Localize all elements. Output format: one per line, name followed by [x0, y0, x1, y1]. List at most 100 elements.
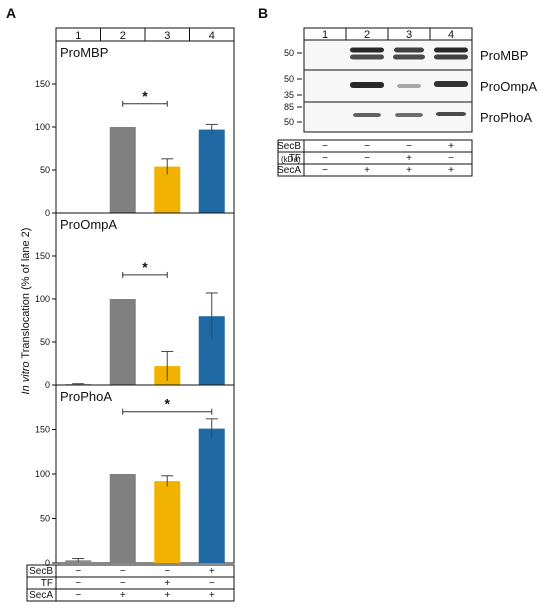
a-condition-value: + — [164, 590, 170, 601]
blot-proompa: 50 35 ProOmpA — [284, 69, 537, 103]
blot-protein-label: ProPhoA — [480, 110, 532, 125]
a-condition-label-seca: SecA — [29, 590, 53, 601]
b-condition-value: + — [364, 165, 370, 176]
band-lane-4 — [434, 81, 468, 87]
bar-lane-2 — [109, 127, 136, 213]
band-lane-3 — [395, 113, 423, 117]
chart-proompa: ProOmpA 0 50 100 150 * — [35, 212, 235, 390]
lane-number-3: 3 — [164, 30, 170, 42]
b-condition-value: − — [364, 141, 370, 152]
panel-a-conditions-table: SecB − − − +TF − − + −SecA − + + + — [26, 564, 235, 602]
b-condition-label-secb: SecB — [277, 141, 301, 152]
a-condition-label-tf: TF — [41, 578, 53, 589]
lane-number-4: 4 — [448, 29, 454, 41]
band-lane-4 — [436, 112, 466, 116]
kda-marker-label: 35 — [284, 90, 294, 100]
chart-prombp: ProMBP 0 50 100 150 * — [35, 40, 235, 218]
a-condition-value: − — [75, 590, 81, 601]
a-condition-value: + — [164, 578, 170, 589]
lane-number-1: 1 — [75, 30, 81, 42]
panel-a-letter: A — [6, 5, 16, 21]
y-tick-label: 0 — [45, 208, 50, 218]
bar-lane-3 — [154, 481, 181, 563]
band-lane-4 — [434, 47, 468, 53]
kda-marker-label: 50 — [284, 117, 294, 127]
blot-protein-label: ProOmpA — [480, 79, 537, 94]
condition-table-frame — [277, 139, 473, 177]
y-tick-label: 50 — [40, 165, 50, 175]
blot-frame — [303, 101, 473, 133]
a-condition-value: + — [120, 590, 126, 601]
y-tick-label: 0 — [45, 380, 50, 390]
y-tick-label: 100 — [35, 122, 50, 132]
significance-star: * — [142, 88, 148, 104]
b-condition-value: − — [448, 153, 454, 164]
a-condition-value: − — [209, 578, 215, 589]
blot-prophoa: 85 50 ProPhoA — [284, 101, 532, 133]
band-lane-2 — [350, 47, 384, 53]
significance-star: * — [142, 259, 148, 275]
condition-table-frame — [26, 564, 235, 602]
band-lane-3 — [394, 47, 424, 53]
band-lane-2 — [350, 54, 384, 60]
bar-lane-2 — [109, 299, 136, 385]
panel-b-conditions-table: SecB − − − +TF − − + −SecA − + + + — [277, 139, 473, 177]
kda-marker-label: 50 — [284, 48, 294, 58]
a-condition-label-secb: SecB — [29, 566, 53, 577]
y-tick-label: 150 — [35, 425, 50, 435]
y-axis-label-italic: In vitro — [20, 361, 32, 394]
y-tick-label: 0 — [45, 558, 50, 568]
band-lane-2 — [350, 82, 384, 88]
lane-number-4: 4 — [209, 30, 215, 42]
y-tick-label: 150 — [35, 79, 50, 89]
chart-title: ProMBP — [60, 45, 108, 60]
panel-a-lane-header: 1 2 3 4 — [55, 27, 235, 42]
b-condition-value: − — [322, 153, 328, 164]
kda-marker-label: 50 — [284, 74, 294, 84]
b-condition-value: + — [406, 165, 412, 176]
b-condition-label-seca: SecA — [277, 165, 301, 176]
band-lane-2 — [353, 113, 381, 117]
a-condition-value: + — [209, 566, 215, 577]
b-condition-value: + — [448, 141, 454, 152]
b-condition-value: − — [322, 165, 328, 176]
band-lane-3 — [397, 84, 421, 88]
b-condition-label-tf: TF — [289, 153, 301, 164]
y-tick-label: 50 — [40, 337, 50, 347]
kda-unit-label: (kDa) — [281, 155, 301, 164]
a-condition-value: − — [164, 566, 170, 577]
b-condition-value: + — [406, 153, 412, 164]
chart-title: ProOmpA — [60, 217, 117, 232]
band-lane-4 — [434, 54, 468, 60]
y-tick-label: 150 — [35, 251, 50, 261]
y-tick-label: 100 — [35, 469, 50, 479]
lane-number-3: 3 — [406, 29, 412, 41]
panel-a-charts: ProMBP050100150*ProOmpA050100150*ProPhoA… — [35, 40, 235, 568]
a-condition-value: − — [120, 578, 126, 589]
b-condition-value: − — [364, 153, 370, 164]
panel-b-lane-header: 1 2 3 4 — [303, 27, 473, 41]
bar-lane-4 — [198, 129, 225, 213]
band-lane-3 — [393, 54, 425, 60]
chart-title: ProPhoA — [60, 389, 112, 404]
y-tick-label: 50 — [40, 514, 50, 524]
lane-number-2: 2 — [364, 29, 370, 41]
a-condition-value: − — [75, 578, 81, 589]
blot-protein-label: ProMBP — [480, 48, 528, 63]
blot-prombp: 50 ProMBP — [284, 39, 528, 71]
panel-b-letter: B — [258, 5, 268, 21]
b-condition-value: + — [448, 165, 454, 176]
bar-lane-2 — [109, 474, 136, 563]
b-condition-value: − — [322, 141, 328, 152]
y-axis-label-rest: Translocation (% of lane 2) — [20, 228, 32, 362]
a-condition-value: − — [120, 566, 126, 577]
kda-marker-label: 85 — [284, 102, 294, 112]
bar-lane-4 — [198, 428, 225, 563]
a-condition-value: + — [209, 590, 215, 601]
b-condition-value: − — [406, 141, 412, 152]
chart-prophoa: ProPhoA 0 50 100 150 * — [35, 384, 235, 568]
lane-number-2: 2 — [120, 30, 126, 42]
y-tick-label: 100 — [35, 294, 50, 304]
significance-star: * — [165, 396, 171, 412]
